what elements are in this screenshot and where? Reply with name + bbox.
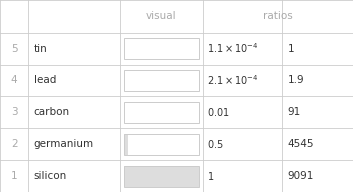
Bar xyxy=(124,134,128,155)
Text: lead: lead xyxy=(34,75,56,85)
Text: tin: tin xyxy=(34,44,47,54)
Text: 2: 2 xyxy=(11,139,17,149)
Text: 3: 3 xyxy=(11,107,17,117)
Bar xyxy=(124,166,199,187)
Bar xyxy=(124,38,199,59)
Bar xyxy=(124,134,199,155)
Text: silicon: silicon xyxy=(34,171,67,181)
Text: $2.1\times10^{-4}$: $2.1\times10^{-4}$ xyxy=(207,74,258,87)
Text: 1: 1 xyxy=(288,44,294,54)
Text: 4545: 4545 xyxy=(288,139,314,149)
Text: 1.9: 1.9 xyxy=(288,75,304,85)
Text: $0.5$: $0.5$ xyxy=(207,138,223,150)
Text: carbon: carbon xyxy=(34,107,70,117)
Text: germanium: germanium xyxy=(34,139,94,149)
Text: visual: visual xyxy=(146,11,177,21)
Text: 1: 1 xyxy=(11,171,17,181)
Text: 91: 91 xyxy=(288,107,301,117)
Bar xyxy=(124,70,199,91)
Text: $0.01$: $0.01$ xyxy=(207,106,229,118)
Bar xyxy=(124,166,199,187)
Text: ratios: ratios xyxy=(263,11,293,21)
Text: $1$: $1$ xyxy=(207,170,214,182)
Bar xyxy=(124,102,199,123)
Text: 4: 4 xyxy=(11,75,17,85)
Text: 5: 5 xyxy=(11,44,17,54)
Text: 9091: 9091 xyxy=(288,171,314,181)
Text: $1.1\times10^{-4}$: $1.1\times10^{-4}$ xyxy=(207,42,258,55)
